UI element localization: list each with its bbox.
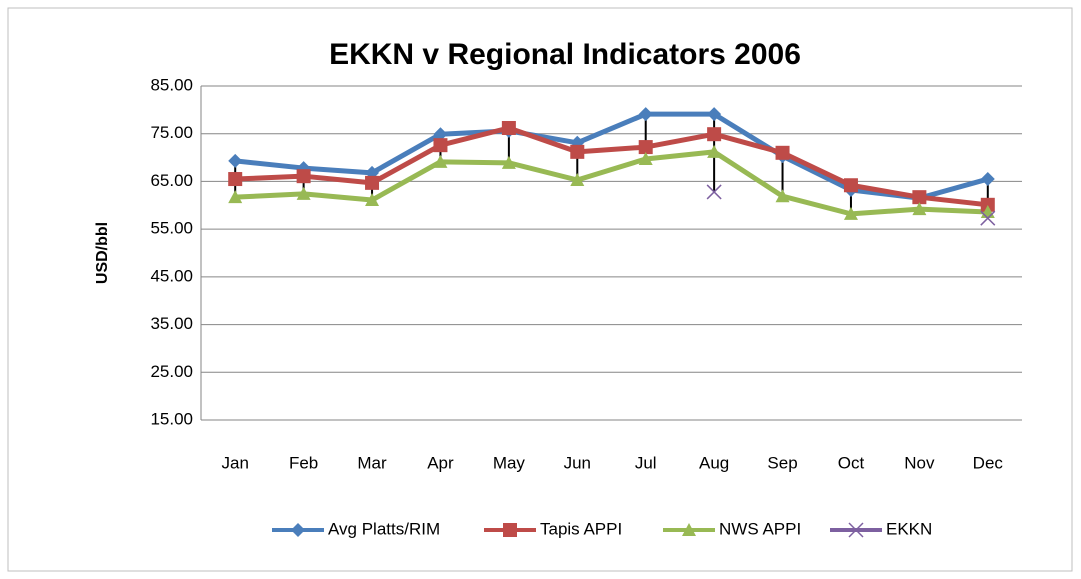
x-tick-label: Sep [767, 453, 797, 472]
y-tick-label: 75.00 [150, 123, 193, 142]
y-tick-label: 85.00 [150, 75, 193, 94]
point [980, 197, 995, 212]
x-tick-label: Oct [838, 453, 865, 472]
y-axis-label: USD/bbl [94, 222, 111, 284]
legend-label: EKKN [886, 519, 932, 538]
series-line [235, 149, 988, 217]
point [843, 178, 858, 193]
point [433, 138, 448, 153]
x-tick-label: Nov [904, 453, 935, 472]
legend-marker [848, 522, 864, 538]
legend-marker [682, 523, 696, 536]
y-tick-label: 45.00 [150, 266, 193, 285]
point [228, 190, 243, 204]
point [501, 120, 516, 135]
point [296, 169, 311, 184]
y-tick-label: 15.00 [150, 409, 193, 428]
point [638, 107, 653, 122]
point [228, 172, 243, 187]
point [707, 144, 722, 158]
x-tick-label: May [493, 453, 526, 472]
x-tick-label: Mar [357, 453, 387, 472]
x-tick-label: Feb [289, 453, 318, 472]
point [433, 127, 448, 142]
legend-label: Tapis APPI [540, 519, 622, 538]
point [296, 186, 311, 200]
point [365, 193, 380, 207]
y-tick-label: 65.00 [150, 171, 193, 190]
point [706, 184, 722, 200]
point [365, 175, 380, 190]
chart-title: EKKN v Regional Indicators 2006 [329, 38, 801, 71]
point [228, 153, 243, 168]
point [570, 172, 585, 186]
point [980, 172, 995, 187]
y-tick-label: 55.00 [150, 219, 193, 238]
point [501, 155, 516, 169]
legend-label: Avg Platts/RIM [328, 519, 440, 538]
point [638, 152, 653, 166]
legend-marker [291, 523, 305, 537]
series-line [234, 111, 989, 201]
y-tick-label: 35.00 [150, 314, 193, 333]
x-tick-label: Dec [973, 453, 1004, 472]
point [843, 206, 858, 220]
point [775, 145, 790, 160]
point [638, 140, 653, 155]
point [433, 154, 448, 168]
series-line [235, 125, 989, 208]
legend-marker [503, 523, 517, 537]
point [707, 107, 722, 122]
x-tick-label: Jun [564, 453, 591, 472]
point [775, 189, 790, 203]
x-tick-label: Apr [427, 453, 454, 472]
point [912, 202, 927, 216]
point [912, 190, 927, 205]
point [707, 127, 722, 142]
chart-border [7, 7, 1073, 572]
y-tick-label: 25.00 [150, 362, 193, 381]
x-tick-label: Aug [699, 453, 729, 472]
legend-label: NWS APPI [719, 519, 801, 538]
point [980, 210, 996, 226]
point [570, 144, 585, 159]
x-tick-label: Jan [221, 453, 248, 472]
x-tick-label: Jul [635, 453, 657, 472]
